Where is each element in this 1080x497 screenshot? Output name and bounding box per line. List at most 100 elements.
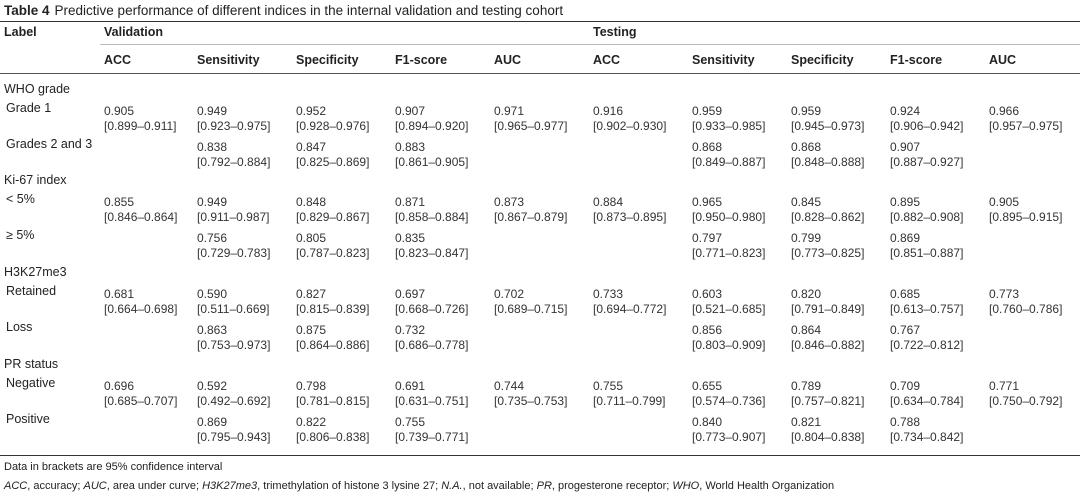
cell-confidence-interval: [0.823–0.847] — [395, 246, 469, 260]
cell-confidence-interval: [0.734–0.842] — [890, 430, 964, 444]
table-cell: 0.907 [0.894–0.920] — [395, 104, 468, 134]
cell-value: 0.592 — [197, 379, 228, 393]
table-caption: Table 4 Predictive performance of differe… — [4, 2, 563, 19]
abbreviation-definition: , World Health Organization — [699, 480, 835, 492]
cell-value: 0.590 — [197, 287, 228, 301]
table-cell: 0.592 [0.492–0.692] — [197, 379, 270, 409]
cell-value: 0.755 — [395, 415, 426, 429]
table-cell: 0.840 [0.773–0.907] — [692, 415, 765, 445]
cell-confidence-interval: [0.873–0.895] — [593, 210, 667, 224]
cell-confidence-interval: [0.825–0.869] — [296, 155, 370, 169]
cell-value: 0.788 — [890, 415, 921, 429]
table-cell: 0.755 [0.739–0.771] — [395, 415, 468, 445]
cell-value: 0.756 — [197, 231, 228, 245]
column-header: F1-score — [890, 53, 943, 67]
table-cell: 0.789 [0.757–0.821] — [791, 379, 864, 409]
cell-value: 0.733 — [593, 287, 624, 301]
cell-confidence-interval: [0.664–0.698] — [104, 302, 178, 316]
cell-value: 0.949 — [197, 104, 228, 118]
cell-value: 0.691 — [395, 379, 426, 393]
table-cell: 0.755 [0.711–0.799] — [593, 379, 666, 409]
table-cell: 0.822 [0.806–0.838] — [296, 415, 369, 445]
cell-value: 0.835 — [395, 231, 426, 245]
cell-value: 0.821 — [791, 415, 822, 429]
column-header: AUC — [494, 53, 522, 67]
cell-confidence-interval: [0.815–0.839] — [296, 302, 370, 316]
cell-value: 0.966 — [989, 104, 1020, 118]
cell-confidence-interval: [0.735–0.753] — [494, 394, 568, 408]
table-cell: 0.916 [0.902–0.930] — [593, 104, 666, 134]
cell-value: 0.924 — [890, 104, 921, 118]
row-label: Negative — [6, 376, 56, 390]
cell-value: 0.869 — [197, 415, 228, 429]
table-cell: 0.949 [0.911–0.987] — [197, 195, 270, 225]
cell-value: 0.702 — [494, 287, 525, 301]
cell-value: 0.838 — [197, 140, 228, 154]
cell-value: 0.905 — [104, 104, 135, 118]
cell-value: 0.905 — [989, 195, 1020, 209]
table-cell: 0.873 [0.867–0.879] — [494, 195, 567, 225]
table-cell: 0.805 [0.787–0.823] — [296, 231, 369, 261]
row-label: < 5% — [6, 192, 35, 206]
header-validation: Validation — [104, 25, 164, 39]
table-cell: 0.733 [0.694–0.772] — [593, 287, 666, 317]
column-header: F1-score — [395, 53, 448, 67]
cell-confidence-interval: [0.711–0.799] — [593, 394, 666, 408]
cell-confidence-interval: [0.521–0.685] — [692, 302, 766, 316]
column-header: Specificity — [791, 53, 854, 67]
cell-confidence-interval: [0.957–0.975] — [989, 119, 1063, 133]
cell-value: 0.798 — [296, 379, 327, 393]
cell-confidence-interval: [0.613–0.757] — [890, 302, 964, 316]
cell-confidence-interval: [0.685–0.707] — [104, 394, 178, 408]
cell-confidence-interval: [0.694–0.772] — [593, 302, 667, 316]
cell-confidence-interval: [0.849–0.887] — [692, 155, 766, 169]
cell-confidence-interval: [0.829–0.867] — [296, 210, 370, 224]
table-cell: 0.959 [0.933–0.985] — [692, 104, 765, 134]
footnote-ci: Data in brackets are 95% confidence inte… — [4, 461, 223, 473]
bottom-rule — [0, 455, 1080, 456]
cell-value: 0.697 — [395, 287, 426, 301]
cell-value: 0.868 — [791, 140, 822, 154]
table-cell: 0.767 [0.722–0.812] — [890, 323, 963, 353]
cell-confidence-interval: [0.861–0.905] — [395, 155, 469, 169]
table-cell: 0.845 [0.828–0.862] — [791, 195, 864, 225]
table-cell: 0.756 [0.729–0.783] — [197, 231, 270, 261]
cell-value: 0.883 — [395, 140, 426, 154]
cell-confidence-interval: [0.574–0.736] — [692, 394, 766, 408]
table-cell: 0.952 [0.928–0.976] — [296, 104, 369, 134]
cell-confidence-interval: [0.773–0.825] — [791, 246, 865, 260]
cell-value: 0.949 — [197, 195, 228, 209]
cell-value: 0.884 — [593, 195, 624, 209]
table-cell: 0.856 [0.803–0.909] — [692, 323, 765, 353]
header-testing: Testing — [593, 25, 637, 39]
table-cell: 0.827 [0.815–0.839] — [296, 287, 369, 317]
abbreviation: AUC — [83, 480, 107, 492]
table-cell: 0.681 [0.664–0.698] — [104, 287, 177, 317]
cell-confidence-interval: [0.851–0.887] — [890, 246, 964, 260]
cell-confidence-interval: [0.867–0.879] — [494, 210, 568, 224]
group-label: Ki-67 index — [4, 173, 67, 187]
cell-value: 0.864 — [791, 323, 822, 337]
table-cell: 0.959 [0.945–0.973] — [791, 104, 864, 134]
row-label: Grades 2 and 3 — [6, 137, 93, 151]
table-cell: 0.771 [0.750–0.792] — [989, 379, 1062, 409]
cell-confidence-interval: [0.757–0.821] — [791, 394, 865, 408]
cell-confidence-interval: [0.882–0.908] — [890, 210, 964, 224]
table-cell: 0.696 [0.685–0.707] — [104, 379, 177, 409]
table-cell: 0.895 [0.882–0.908] — [890, 195, 963, 225]
cell-confidence-interval: [0.804–0.838] — [791, 430, 865, 444]
row-label: Grade 1 — [6, 101, 52, 115]
table-cell: 0.788 [0.734–0.842] — [890, 415, 963, 445]
cell-confidence-interval: [0.792–0.884] — [197, 155, 271, 169]
cell-confidence-interval: [0.686–0.778] — [395, 338, 469, 352]
cell-value: 0.863 — [197, 323, 228, 337]
abbreviation-definition: , trimethylation of histone 3 lysine 27; — [257, 480, 442, 492]
cell-value: 0.773 — [989, 287, 1020, 301]
cell-confidence-interval: [0.750–0.792] — [989, 394, 1063, 408]
cell-value: 0.799 — [791, 231, 822, 245]
abbreviation: WHO — [672, 480, 700, 492]
table-cell: 0.798 [0.781–0.815] — [296, 379, 369, 409]
table-cell: 0.847 [0.825–0.869] — [296, 140, 369, 170]
cell-value: 0.855 — [104, 195, 135, 209]
cell-confidence-interval: [0.689–0.715] — [494, 302, 568, 316]
